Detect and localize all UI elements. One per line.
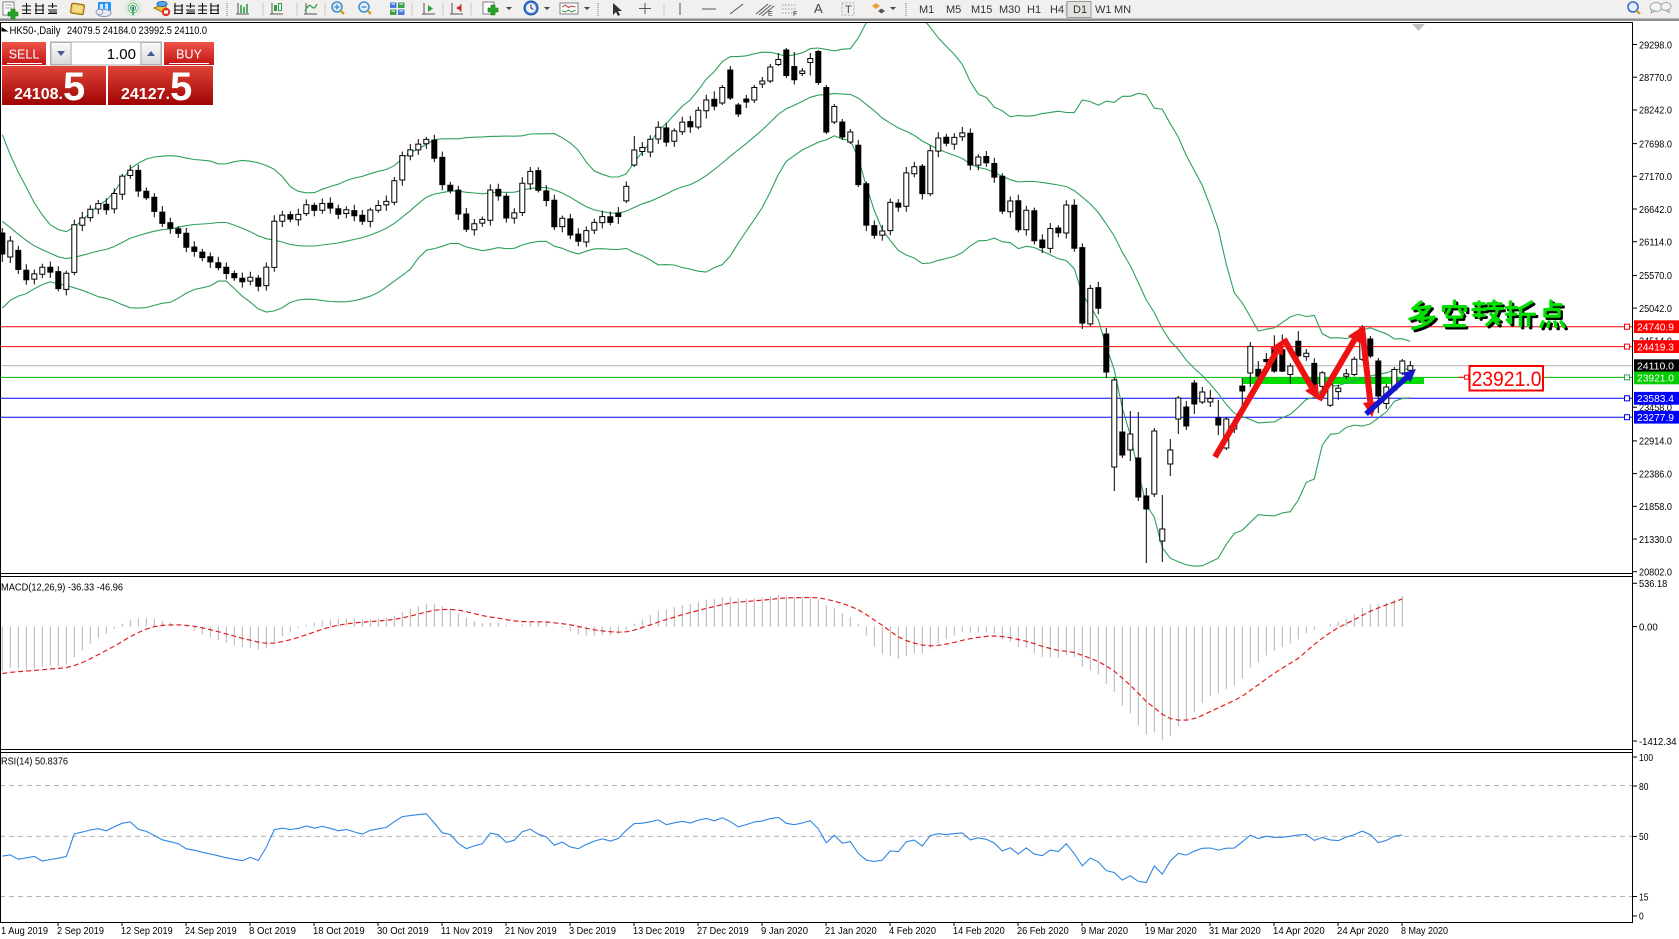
svg-text:26642.0: 26642.0 [1639, 204, 1672, 216]
svg-text:1.00: 1.00 [107, 46, 136, 63]
svg-text:24 Apr 2020: 24 Apr 2020 [1337, 925, 1389, 937]
svg-text:14 Apr 2020: 14 Apr 2020 [1273, 925, 1325, 937]
svg-text:2 Sep 2019: 2 Sep 2019 [57, 925, 104, 937]
svg-text:18 Oct 2019: 18 Oct 2019 [313, 925, 365, 937]
svg-text:M15: M15 [971, 4, 992, 16]
svg-text:BUY: BUY [176, 48, 202, 62]
svg-text:24110.0: 24110.0 [1637, 361, 1674, 373]
svg-text:11 Nov 2019: 11 Nov 2019 [441, 925, 493, 937]
svg-text:27 Dec 2019: 27 Dec 2019 [697, 925, 749, 937]
svg-text:80: 80 [1639, 781, 1649, 793]
svg-text:23583.4: 23583.4 [1637, 393, 1674, 405]
svg-text:28242.0: 28242.0 [1639, 105, 1672, 117]
svg-text:21 Nov 2019: 21 Nov 2019 [505, 925, 557, 937]
svg-text:H1: H1 [1027, 4, 1041, 16]
svg-text:26 Feb 2020: 26 Feb 2020 [1017, 925, 1069, 937]
svg-text:20802.0: 20802.0 [1639, 567, 1672, 579]
svg-text:SELL: SELL [9, 48, 40, 62]
svg-text:14 Feb 2020: 14 Feb 2020 [953, 925, 1005, 937]
svg-text:3 Dec 2019: 3 Dec 2019 [569, 925, 616, 937]
svg-text:27170.0: 27170.0 [1639, 171, 1672, 183]
svg-text:25570.0: 25570.0 [1639, 270, 1672, 282]
svg-text:8 Oct 2019: 8 Oct 2019 [249, 925, 296, 937]
svg-text:27698.0: 27698.0 [1639, 138, 1672, 150]
svg-text:0.00: 0.00 [1639, 621, 1658, 633]
svg-text:F: F [793, 11, 797, 18]
svg-text:24079.5 24184.0 23992.5 24110.: 24079.5 24184.0 23992.5 24110.0 [67, 25, 207, 37]
svg-text:15: 15 [1639, 891, 1649, 903]
svg-text:21 Jan 2020: 21 Jan 2020 [825, 925, 877, 937]
svg-text:28770.0: 28770.0 [1639, 72, 1672, 84]
svg-text:W1: W1 [1095, 4, 1112, 16]
svg-text:MN: MN [1114, 4, 1131, 16]
svg-text:-1412.34: -1412.34 [1639, 736, 1677, 748]
svg-text:M30: M30 [999, 4, 1020, 16]
svg-text:24127.: 24127. [121, 86, 170, 103]
svg-text:5: 5 [170, 65, 192, 109]
svg-text:25042.0: 25042.0 [1639, 303, 1672, 315]
svg-text:23921.0: 23921.0 [1472, 367, 1542, 391]
svg-text:0: 0 [1639, 911, 1644, 923]
svg-text:13 Dec 2019: 13 Dec 2019 [633, 925, 685, 937]
svg-text:22386.0: 22386.0 [1639, 468, 1672, 480]
svg-text:D1: D1 [1073, 4, 1087, 16]
svg-text:50: 50 [1639, 831, 1649, 843]
svg-text:H4: H4 [1050, 4, 1064, 16]
svg-text:24108.: 24108. [14, 86, 63, 103]
svg-text:5: 5 [63, 65, 85, 109]
svg-text:T: T [845, 4, 852, 16]
svg-text:M1: M1 [919, 4, 934, 16]
svg-text:9 Jan 2020: 9 Jan 2020 [761, 925, 808, 937]
svg-text:24 Sep 2019: 24 Sep 2019 [185, 925, 237, 937]
svg-text:26114.0: 26114.0 [1639, 237, 1672, 249]
svg-text:536.18: 536.18 [1639, 578, 1667, 590]
svg-text:100: 100 [1639, 752, 1653, 764]
svg-text:22914.0: 22914.0 [1639, 436, 1672, 448]
svg-text:A: A [814, 1, 823, 16]
svg-text:23921.0: 23921.0 [1637, 373, 1674, 385]
svg-text:24419.3: 24419.3 [1637, 341, 1674, 353]
svg-text:9 Mar 2020: 9 Mar 2020 [1081, 925, 1128, 937]
svg-text:RSI(14) 50.8376: RSI(14) 50.8376 [1, 756, 68, 768]
svg-text:HK50-,Daily: HK50-,Daily [10, 25, 61, 37]
svg-text:8 May 2020: 8 May 2020 [1401, 925, 1448, 937]
svg-text:M5: M5 [946, 4, 961, 16]
svg-text:30 Oct 2019: 30 Oct 2019 [377, 925, 429, 937]
svg-text:19 Mar 2020: 19 Mar 2020 [1145, 925, 1197, 937]
svg-text:21858.0: 21858.0 [1639, 501, 1672, 513]
svg-text:1 Aug 2019: 1 Aug 2019 [1, 925, 48, 937]
svg-text:4 Feb 2020: 4 Feb 2020 [889, 925, 936, 937]
svg-text:E: E [768, 11, 773, 18]
svg-text:24740.9: 24740.9 [1637, 322, 1674, 334]
svg-text:23277.9: 23277.9 [1637, 412, 1674, 424]
svg-text:29298.0: 29298.0 [1639, 39, 1672, 51]
svg-text:31 Mar 2020: 31 Mar 2020 [1209, 925, 1261, 937]
svg-text:21330.0: 21330.0 [1639, 534, 1672, 546]
svg-text:MACD(12,26,9) -36.33 -46.96: MACD(12,26,9) -36.33 -46.96 [1, 582, 123, 594]
svg-text:12 Sep 2019: 12 Sep 2019 [121, 925, 173, 937]
